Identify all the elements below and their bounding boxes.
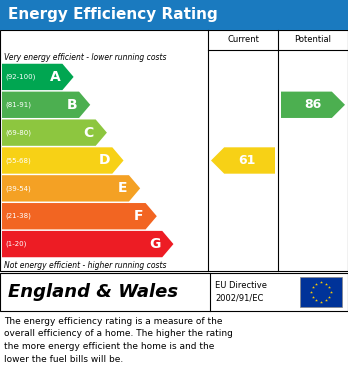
Text: F: F xyxy=(134,209,144,223)
Polygon shape xyxy=(211,147,275,174)
Text: Potential: Potential xyxy=(294,36,332,45)
Polygon shape xyxy=(2,203,157,230)
Text: A: A xyxy=(50,70,61,84)
Polygon shape xyxy=(2,64,73,90)
Text: (39-54): (39-54) xyxy=(5,185,31,192)
Text: E: E xyxy=(118,181,127,196)
Text: 2002/91/EC: 2002/91/EC xyxy=(215,294,263,303)
Polygon shape xyxy=(281,91,345,118)
Polygon shape xyxy=(2,120,107,146)
Text: (21-38): (21-38) xyxy=(5,213,31,219)
Text: 61: 61 xyxy=(238,154,256,167)
Text: 86: 86 xyxy=(304,98,322,111)
Text: C: C xyxy=(84,126,94,140)
Polygon shape xyxy=(2,91,90,118)
Text: (92-100): (92-100) xyxy=(5,74,35,80)
Text: Current: Current xyxy=(227,36,259,45)
Text: The energy efficiency rating is a measure of the
overall efficiency of a home. T: The energy efficiency rating is a measur… xyxy=(4,317,233,364)
Text: (55-68): (55-68) xyxy=(5,157,31,164)
Text: D: D xyxy=(99,154,110,167)
Bar xyxy=(0,0,348,30)
Text: (1-20): (1-20) xyxy=(5,241,26,248)
Polygon shape xyxy=(2,231,173,257)
Polygon shape xyxy=(2,147,124,174)
Text: (81-91): (81-91) xyxy=(5,102,31,108)
Text: G: G xyxy=(149,237,160,251)
Text: Very energy efficient - lower running costs: Very energy efficient - lower running co… xyxy=(4,53,166,62)
Text: (69-80): (69-80) xyxy=(5,129,31,136)
Text: Not energy efficient - higher running costs: Not energy efficient - higher running co… xyxy=(4,261,166,270)
Bar xyxy=(0,30,348,271)
Polygon shape xyxy=(2,175,140,201)
Text: B: B xyxy=(66,98,77,112)
Text: EU Directive: EU Directive xyxy=(215,281,267,290)
Text: Energy Efficiency Rating: Energy Efficiency Rating xyxy=(8,7,218,23)
Text: England & Wales: England & Wales xyxy=(8,283,178,301)
Bar xyxy=(0,273,348,311)
Bar xyxy=(300,277,342,307)
